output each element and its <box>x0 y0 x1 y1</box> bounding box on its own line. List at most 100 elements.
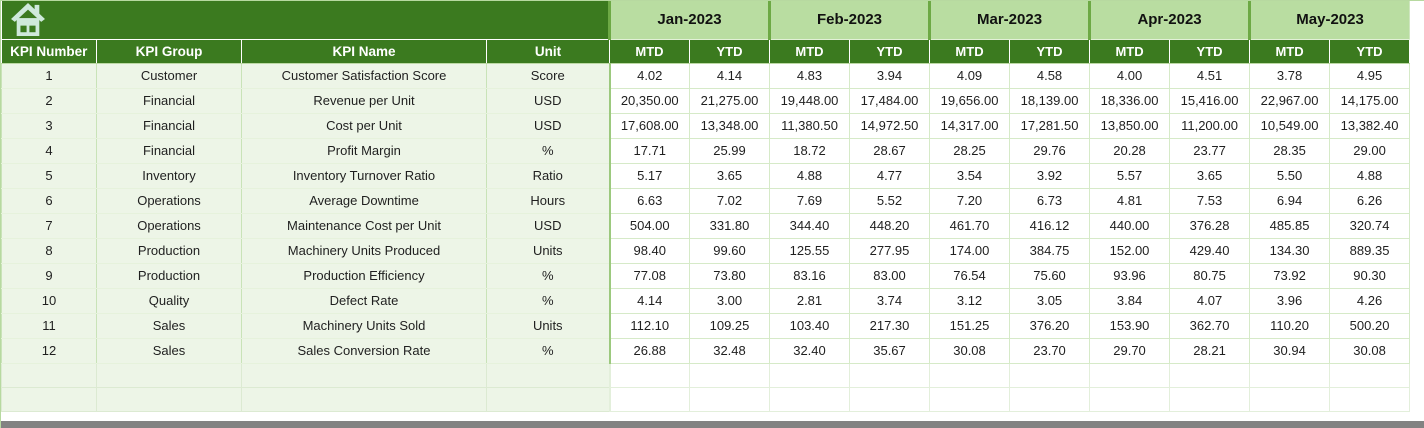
kpi-number-cell[interactable]: 2 <box>1 87 97 114</box>
value-cell[interactable]: 18,139.00 <box>1009 87 1091 114</box>
kpi-group-cell[interactable]: Quality <box>96 287 242 314</box>
empty-left-cell[interactable] <box>241 386 487 412</box>
value-cell[interactable]: 3.94 <box>848 62 931 89</box>
value-cell[interactable]: 25.99 <box>689 137 770 164</box>
value-cell[interactable]: 7.69 <box>769 187 850 214</box>
empty-left-cell[interactable] <box>96 386 242 412</box>
unit-cell[interactable]: USD <box>486 87 610 114</box>
value-cell[interactable]: 28.21 <box>1169 337 1251 364</box>
value-cell[interactable]: 3.05 <box>1009 287 1091 314</box>
unit-cell[interactable]: Score <box>486 62 610 89</box>
empty-left-cell[interactable] <box>241 362 487 388</box>
value-cell[interactable]: 7.02 <box>689 187 770 214</box>
value-cell[interactable]: 362.70 <box>1169 312 1251 339</box>
value-cell[interactable]: 22,967.00 <box>1249 87 1331 114</box>
value-cell[interactable]: 6.94 <box>1249 187 1331 214</box>
value-cell[interactable]: 485.85 <box>1249 212 1331 239</box>
value-cell[interactable]: 30.08 <box>929 337 1011 364</box>
kpi-name-cell[interactable]: Machinery Units Sold <box>241 312 487 339</box>
kpi-group-cell[interactable]: Inventory <box>96 162 242 189</box>
home-icon[interactable] <box>9 3 47 37</box>
kpi-number-cell[interactable]: 9 <box>1 262 97 289</box>
kpi-number-cell[interactable]: 10 <box>1 287 97 314</box>
value-cell[interactable]: 889.35 <box>1329 237 1411 264</box>
value-cell[interactable]: 5.17 <box>608 162 690 189</box>
value-cell[interactable]: 2.81 <box>769 287 850 314</box>
value-cell[interactable]: 110.20 <box>1249 312 1331 339</box>
empty-value-cell[interactable] <box>769 386 850 412</box>
empty-value-cell[interactable] <box>848 362 931 388</box>
value-cell[interactable]: 6.63 <box>608 187 690 214</box>
value-cell[interactable]: 429.40 <box>1169 237 1251 264</box>
value-cell[interactable]: 11,200.00 <box>1169 112 1251 139</box>
value-cell[interactable]: 376.20 <box>1009 312 1091 339</box>
value-cell[interactable]: 4.14 <box>689 62 770 89</box>
kpi-name-cell[interactable]: Revenue per Unit <box>241 87 487 114</box>
value-cell[interactable]: 23.70 <box>1009 337 1091 364</box>
kpi-group-cell[interactable]: Customer <box>96 62 242 89</box>
value-cell[interactable]: 5.57 <box>1089 162 1171 189</box>
kpi-number-cell[interactable]: 7 <box>1 212 97 239</box>
kpi-name-cell[interactable]: Sales Conversion Rate <box>241 337 487 364</box>
value-cell[interactable]: 331.80 <box>689 212 770 239</box>
empty-value-cell[interactable] <box>1169 362 1251 388</box>
value-cell[interactable]: 30.94 <box>1249 337 1331 364</box>
value-cell[interactable]: 6.73 <box>1009 187 1091 214</box>
empty-value-cell[interactable] <box>608 386 690 412</box>
kpi-group-cell[interactable]: Production <box>96 262 242 289</box>
kpi-name-cell[interactable]: Inventory Turnover Ratio <box>241 162 487 189</box>
empty-value-cell[interactable] <box>608 362 690 388</box>
empty-value-cell[interactable] <box>1249 362 1331 388</box>
value-cell[interactable]: 28.35 <box>1249 137 1331 164</box>
kpi-group-cell[interactable]: Operations <box>96 187 242 214</box>
value-cell[interactable]: 29.76 <box>1009 137 1091 164</box>
value-cell[interactable]: 3.78 <box>1249 62 1331 89</box>
kpi-group-cell[interactable]: Sales <box>96 312 242 339</box>
value-cell[interactable]: 4.88 <box>1329 162 1411 189</box>
value-cell[interactable]: 4.09 <box>929 62 1011 89</box>
value-cell[interactable]: 73.80 <box>689 262 770 289</box>
value-cell[interactable]: 440.00 <box>1089 212 1171 239</box>
unit-cell[interactable]: Units <box>486 237 610 264</box>
kpi-name-cell[interactable]: Average Downtime <box>241 187 487 214</box>
value-cell[interactable]: 14,972.50 <box>848 112 931 139</box>
value-cell[interactable]: 11,380.50 <box>769 112 850 139</box>
empty-value-cell[interactable] <box>929 386 1011 412</box>
empty-value-cell[interactable] <box>1329 386 1411 412</box>
value-cell[interactable]: 17,484.00 <box>848 87 931 114</box>
value-cell[interactable]: 13,850.00 <box>1089 112 1171 139</box>
empty-value-cell[interactable] <box>689 362 770 388</box>
value-cell[interactable]: 17.71 <box>608 137 690 164</box>
empty-value-cell[interactable] <box>1249 386 1331 412</box>
value-cell[interactable]: 4.58 <box>1009 62 1091 89</box>
empty-left-cell[interactable] <box>486 362 610 388</box>
value-cell[interactable]: 83.16 <box>769 262 850 289</box>
kpi-number-cell[interactable]: 3 <box>1 112 97 139</box>
kpi-number-cell[interactable]: 6 <box>1 187 97 214</box>
value-cell[interactable]: 4.00 <box>1089 62 1171 89</box>
kpi-name-cell[interactable]: Machinery Units Produced <box>241 237 487 264</box>
kpi-group-cell[interactable]: Production <box>96 237 242 264</box>
unit-cell[interactable]: % <box>486 137 610 164</box>
value-cell[interactable]: 20.28 <box>1089 137 1171 164</box>
value-cell[interactable]: 4.88 <box>769 162 850 189</box>
value-cell[interactable]: 75.60 <box>1009 262 1091 289</box>
unit-cell[interactable]: USD <box>486 112 610 139</box>
value-cell[interactable]: 28.25 <box>929 137 1011 164</box>
value-cell[interactable]: 29.70 <box>1089 337 1171 364</box>
kpi-number-cell[interactable]: 12 <box>1 337 97 364</box>
value-cell[interactable]: 19,448.00 <box>769 87 850 114</box>
kpi-group-cell[interactable]: Sales <box>96 337 242 364</box>
kpi-group-cell[interactable]: Financial <box>96 87 242 114</box>
value-cell[interactable]: 4.95 <box>1329 62 1411 89</box>
unit-cell[interactable]: % <box>486 262 610 289</box>
value-cell[interactable]: 109.25 <box>689 312 770 339</box>
value-cell[interactable]: 30.08 <box>1329 337 1411 364</box>
value-cell[interactable]: 4.81 <box>1089 187 1171 214</box>
unit-cell[interactable]: % <box>486 287 610 314</box>
value-cell[interactable]: 3.84 <box>1089 287 1171 314</box>
value-cell[interactable]: 152.00 <box>1089 237 1171 264</box>
empty-left-cell[interactable] <box>486 386 610 412</box>
value-cell[interactable]: 26.88 <box>608 337 690 364</box>
empty-value-cell[interactable] <box>1169 386 1251 412</box>
